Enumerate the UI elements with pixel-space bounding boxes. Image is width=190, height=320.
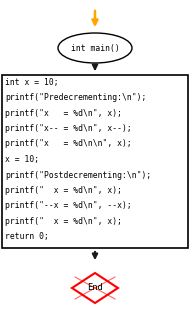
- Ellipse shape: [58, 33, 132, 63]
- Text: x = 10;: x = 10;: [5, 155, 39, 164]
- Text: printf("x   = %d\n", x);: printf("x = %d\n", x);: [5, 108, 122, 117]
- Text: printf("Predecrementing:\n");: printf("Predecrementing:\n");: [5, 93, 146, 102]
- Text: printf("x-- = %d\n", x--);: printf("x-- = %d\n", x--);: [5, 124, 132, 133]
- Text: End: End: [87, 284, 103, 292]
- Text: return 0;: return 0;: [5, 233, 49, 242]
- Text: printf("x   = %d\n\n", x);: printf("x = %d\n\n", x);: [5, 140, 132, 148]
- Text: printf("--x = %d\n", --x);: printf("--x = %d\n", --x);: [5, 202, 132, 211]
- Text: printf("Postdecrementing:\n");: printf("Postdecrementing:\n");: [5, 171, 151, 180]
- Text: printf("  x = %d\n", x);: printf(" x = %d\n", x);: [5, 217, 122, 226]
- Polygon shape: [72, 273, 118, 303]
- Text: int main(): int main(): [71, 44, 119, 52]
- Text: printf("  x = %d\n", x);: printf(" x = %d\n", x);: [5, 186, 122, 195]
- Text: int x = 10;: int x = 10;: [5, 77, 59, 86]
- Bar: [2, 75, 188, 248]
